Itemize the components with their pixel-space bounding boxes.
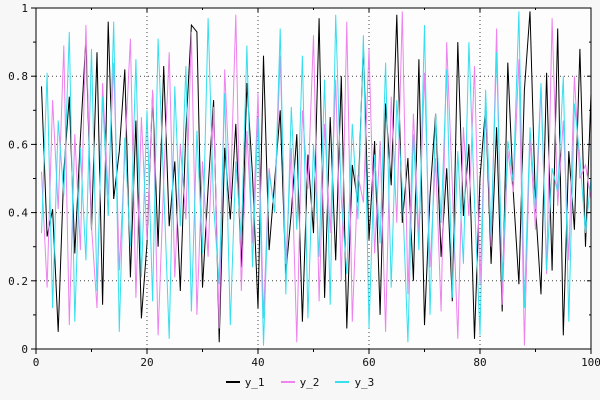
y-tick-label: 0 — [21, 343, 28, 356]
legend-item: y_1 — [225, 375, 265, 389]
y-tick-label: 0.4 — [8, 207, 28, 220]
x-tick-label: 0 — [33, 356, 40, 369]
y-tick-label: 0.8 — [8, 70, 28, 83]
x-tick-label: 100 — [581, 356, 600, 369]
y-tick-label: 1 — [21, 2, 28, 15]
legend-label: y_3 — [354, 375, 375, 389]
plot-area — [36, 8, 591, 349]
legend-item: y_2 — [280, 375, 320, 389]
series-line-y_3 — [41, 11, 592, 346]
legend-line-swatch — [280, 381, 295, 383]
chart-legend: y_1 y_2 y_3 — [0, 372, 600, 392]
series-line-y_1 — [41, 11, 592, 343]
x-tick-label: 60 — [362, 356, 375, 369]
y-tick-label: 0.2 — [8, 275, 28, 288]
x-tick-label: 40 — [251, 356, 264, 369]
x-tick-label: 80 — [473, 356, 486, 369]
legend-item: y_3 — [335, 377, 374, 388]
x-tick-label: 20 — [140, 356, 153, 369]
legend-line-swatch — [225, 381, 240, 383]
legend-label: y_1 — [244, 375, 265, 389]
legend-label: y_2 — [299, 375, 320, 389]
legend-line-swatch — [335, 381, 350, 383]
y-tick-label: 0.6 — [8, 138, 28, 151]
